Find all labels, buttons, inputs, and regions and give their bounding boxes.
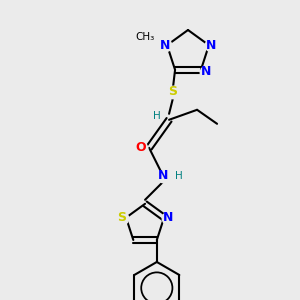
- Text: H: H: [153, 111, 161, 121]
- Text: N: N: [163, 211, 173, 224]
- Text: S: S: [118, 211, 127, 224]
- Text: H: H: [175, 171, 183, 181]
- Text: N: N: [160, 39, 170, 52]
- Text: N: N: [206, 39, 216, 52]
- Text: N: N: [201, 65, 211, 78]
- Text: O: O: [136, 141, 146, 154]
- Text: S: S: [169, 85, 178, 98]
- Text: CH₃: CH₃: [136, 32, 155, 42]
- Text: N: N: [158, 169, 168, 182]
